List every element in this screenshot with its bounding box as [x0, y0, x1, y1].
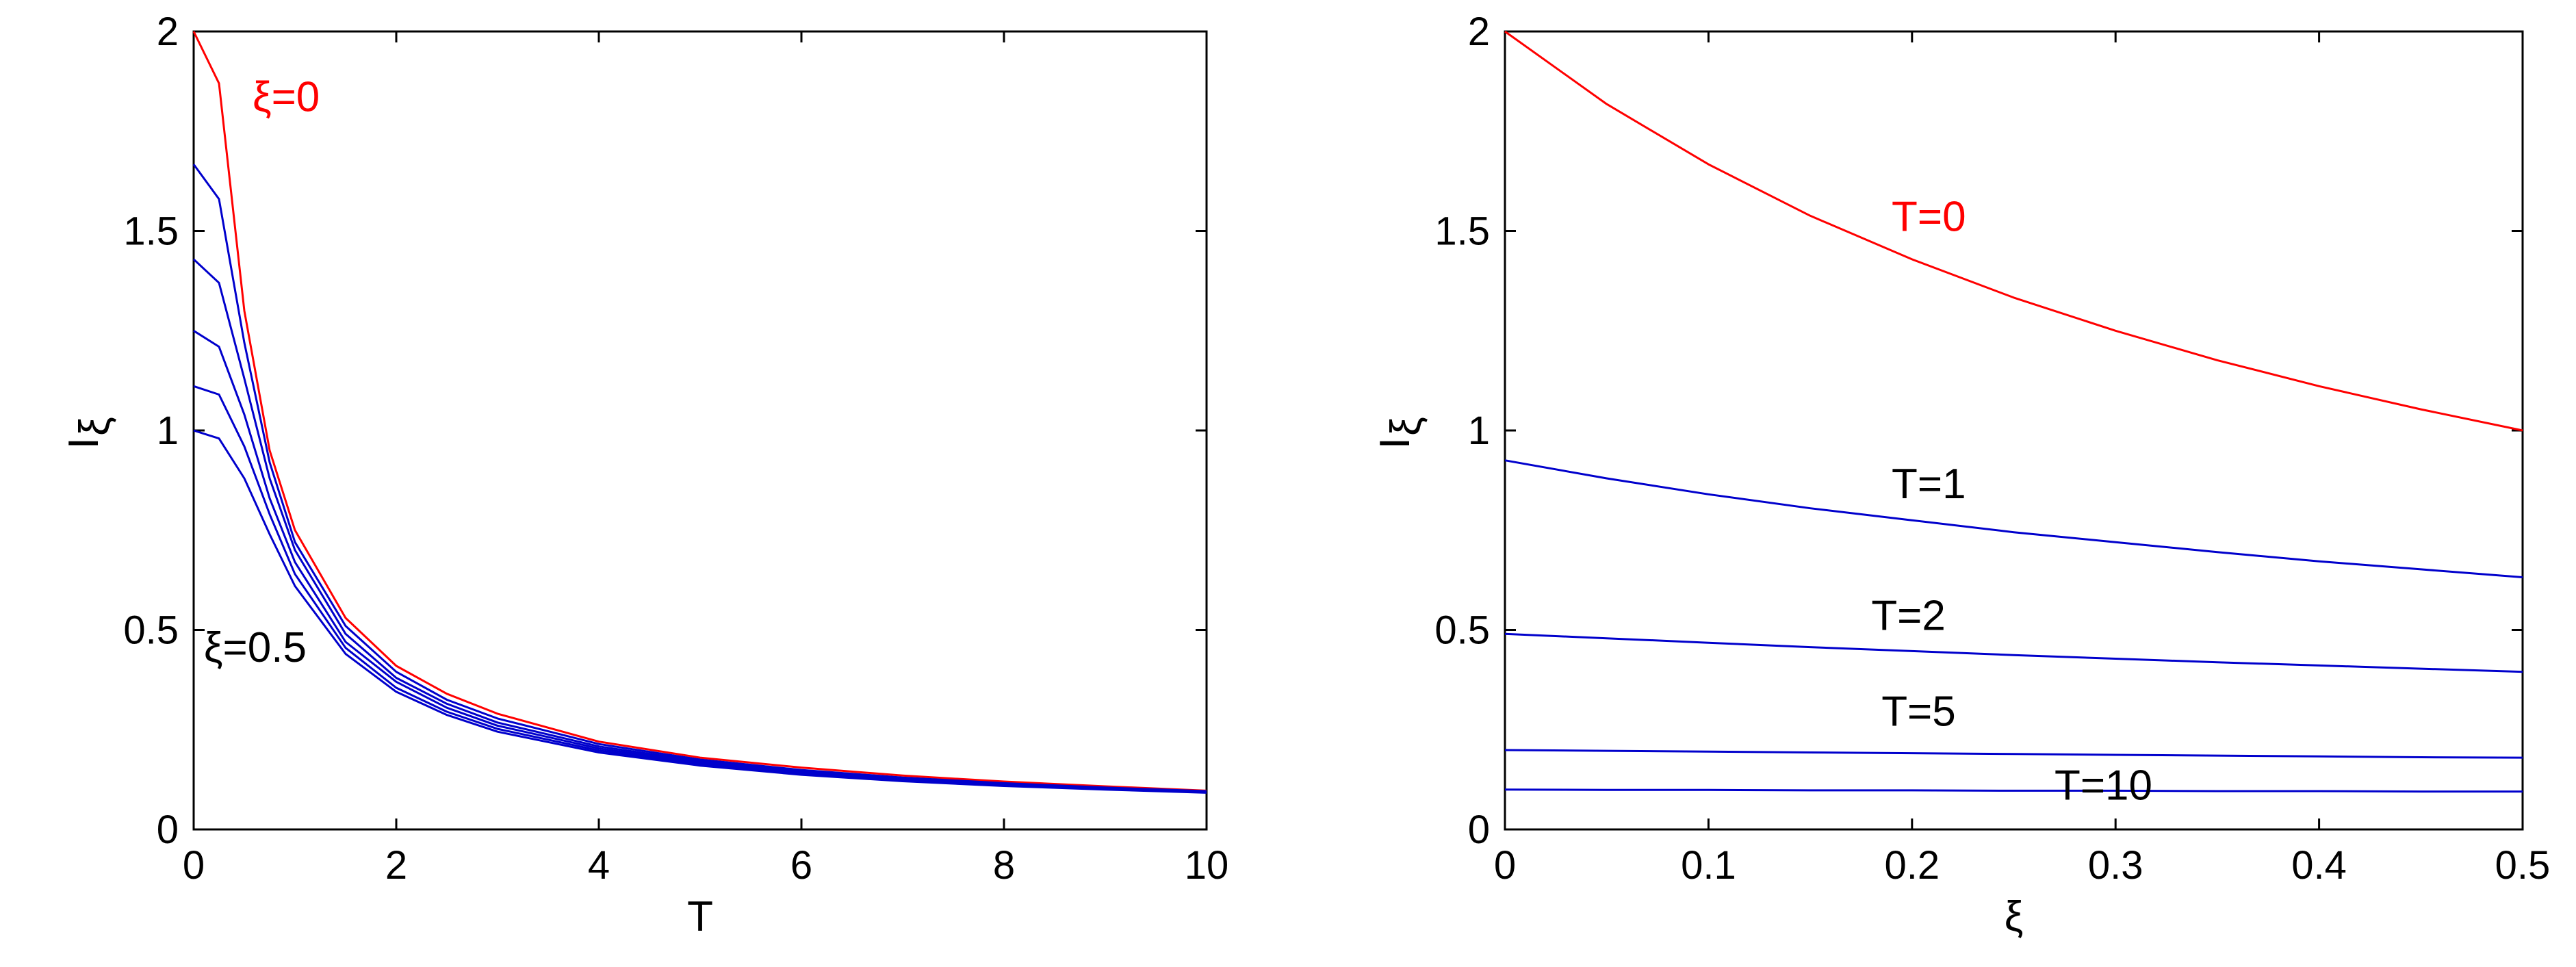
series-line-4: [1504, 788, 2523, 793]
x-tick-label: 0.4: [2291, 843, 2347, 888]
series-line-2: [192, 258, 1207, 793]
x-tick-label: 6: [790, 843, 812, 888]
series-line-0: [1504, 30, 2523, 432]
annotation-0: ξ=0: [253, 74, 320, 121]
y-axis-label-main: I: [60, 437, 107, 449]
y-axis-label-main: I: [1371, 437, 1419, 449]
x-tick-label: 2: [385, 843, 407, 888]
x-tick-label: 10: [1185, 843, 1229, 888]
x-axis-label: ξ: [2005, 893, 2024, 940]
y-tick-label: 1.5: [1434, 209, 1490, 254]
annotation-4: T=10: [2055, 762, 2152, 809]
series-line-5: [193, 429, 1207, 794]
y-tick-label: 1: [157, 409, 179, 453]
annotation-2: T=2: [1871, 593, 1946, 640]
right-panel: 0 0.1 0.2 0.3 0.4 0.500.511.52ξIξT=0T=1T=2T=5…: [1371, 10, 2550, 940]
series-line-3: [1504, 749, 2523, 759]
x-tick-label: 8: [993, 843, 1015, 888]
y-axis-label: Iξ: [60, 417, 118, 449]
x-tick-label: 0.5: [2495, 843, 2551, 888]
x-tick-label: 0: [1494, 843, 1516, 888]
annotation-0: T=0: [1892, 194, 1966, 241]
series-line-1: [192, 164, 1207, 792]
y-tick-label: 0.5: [1434, 608, 1490, 653]
series-line-1: [1504, 459, 2523, 578]
y-axis-label-sub: ξ: [71, 417, 118, 436]
left-panel: 0 2 4 6 8 10 0 0.5 1 1.5 2 T Iξ ξ=0 ξ=0.5: [60, 10, 1228, 940]
y-tick-label: 1.5: [123, 209, 179, 254]
y-tick-label: 1: [1468, 409, 1490, 453]
y-axis-label: Iξ: [1371, 417, 1430, 449]
y-tick-label: 0: [157, 808, 179, 852]
x-tick-label: 0.2: [1884, 843, 1940, 888]
x-tick-label: 0.1: [1681, 843, 1736, 888]
x-tick-label: 0.3: [2088, 843, 2143, 888]
y-axis-label-sub: ξ: [1382, 417, 1430, 436]
plot-frame: [192, 30, 1208, 831]
y-tick-label: 2: [1468, 10, 1490, 54]
x-axis-label: T: [687, 893, 713, 940]
y-tick-label: 2: [157, 10, 179, 54]
annotation-3: T=5: [1881, 688, 1956, 735]
series-line-2: [1504, 632, 2523, 673]
annotation-1: T=1: [1892, 461, 1966, 508]
series-line-0: [192, 31, 1207, 792]
x-tick-label: 0: [183, 843, 205, 888]
x-tick-label: 4: [588, 843, 610, 888]
plot-frame: [1504, 30, 2524, 831]
annotation-1: ξ=0.5: [204, 624, 307, 671]
y-tick-label: 0.5: [123, 608, 179, 653]
y-tick-label: 0: [1468, 808, 1490, 852]
series-line-4: [193, 385, 1207, 794]
series-line-3: [193, 330, 1207, 793]
